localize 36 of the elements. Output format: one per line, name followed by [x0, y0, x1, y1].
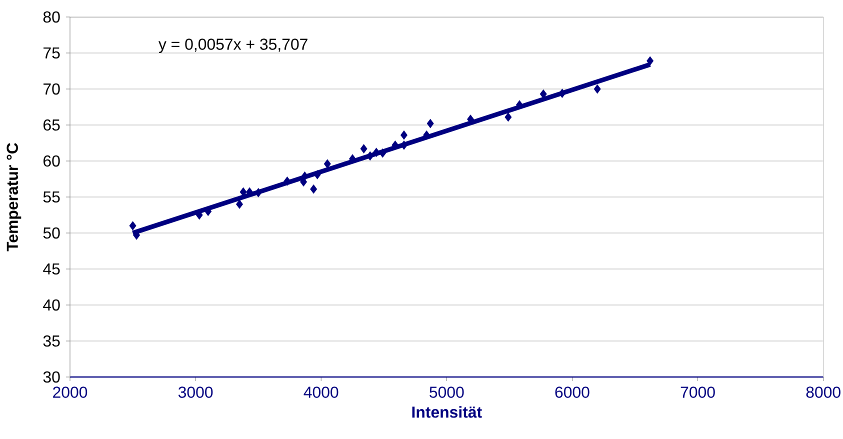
point: [314, 170, 321, 180]
y-tick-label: 70: [44, 83, 60, 95]
x-tick-label: 2000: [53, 386, 88, 398]
y-tick-label: 75: [44, 47, 60, 59]
point: [504, 112, 512, 122]
point: [360, 144, 368, 154]
x-tick-label: 3000: [178, 386, 213, 398]
x-tick-label: 7000: [680, 386, 715, 398]
point: [324, 159, 331, 168]
y-tick-label: 55: [43, 191, 60, 203]
point: [392, 140, 399, 150]
y-tick-label: 60: [44, 155, 60, 167]
y-tick-label: 50: [43, 227, 60, 239]
point: [310, 184, 318, 194]
x-tick-label: 5000: [430, 386, 464, 398]
x-tick-label: 4000: [304, 386, 338, 398]
x-tick-label: 8000: [806, 386, 840, 398]
point: [129, 221, 136, 230]
point: [400, 130, 408, 140]
point: [594, 84, 601, 94]
y-tick-label: 30: [43, 371, 60, 383]
annotation: y = 0,0057x + 35,707: [158, 38, 308, 54]
y-tick-label: 45: [43, 263, 60, 275]
point: [516, 100, 523, 110]
y-tick-label: 80: [43, 11, 60, 23]
point: [379, 148, 386, 158]
point: [236, 200, 243, 209]
y-tick-label: 65: [44, 119, 60, 131]
point: [426, 119, 434, 128]
y-axis-title: Temperatur °C: [6, 143, 22, 252]
point: [423, 130, 430, 140]
x-axis-title: Intensität: [412, 406, 482, 418]
y-tick-label: 40: [43, 299, 60, 311]
y-tick-label: 35: [43, 335, 60, 347]
point: [646, 56, 654, 66]
x-tick-label: 6000: [555, 386, 590, 398]
